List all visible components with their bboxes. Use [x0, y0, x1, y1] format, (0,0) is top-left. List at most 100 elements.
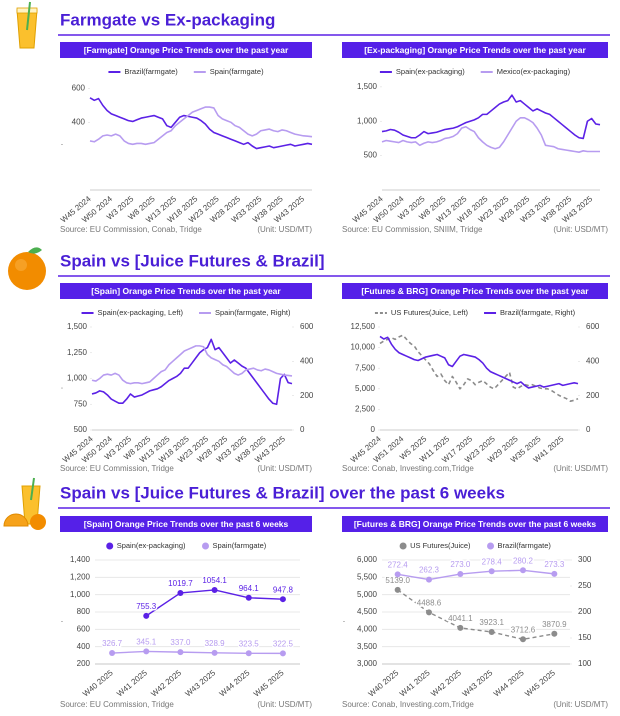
data-label: 328.9 — [205, 639, 226, 648]
x-tick-label: W42 2025 — [149, 668, 183, 699]
panel-title: [Ex-packaging] Orange Price Trends over … — [364, 45, 586, 55]
data-label: 323.5 — [239, 639, 260, 648]
y-axis-title: . — [343, 615, 345, 624]
data-label: 3712.6 — [511, 625, 536, 634]
y-tick-label: 200 — [77, 659, 91, 668]
series-line — [91, 345, 293, 385]
unit-note: (Unit: USD/MT) — [553, 225, 608, 234]
y2-tick-label: 200 — [578, 607, 592, 616]
data-label: 4488.6 — [417, 599, 442, 608]
x-tick-label: W40 2025 — [81, 668, 115, 699]
y-tick-label: 1,000 — [357, 116, 378, 125]
y-tick-label: 600 — [72, 84, 86, 93]
y-tick-label: 800 — [77, 607, 91, 616]
y-tick-label: 1,250 — [67, 348, 88, 357]
y-tick-label: 10,000 — [351, 343, 376, 352]
point — [143, 648, 150, 655]
point — [457, 571, 464, 578]
x-tick-label: W43 2025 — [184, 668, 218, 699]
y2-tick-label: 200 — [300, 391, 314, 400]
y2-tick-label: 400 — [300, 356, 314, 365]
point — [279, 596, 286, 603]
series-line — [397, 589, 555, 640]
panel-title: [Spain] Orange Price Trends over the pas… — [84, 519, 289, 529]
panel-banner — [60, 516, 312, 532]
data-label: 3923.1 — [479, 618, 504, 627]
y-axis-title: . — [61, 615, 63, 624]
data-label: 3870.9 — [542, 620, 567, 629]
section-title: Spain vs [Juice Futures & Brazil] — [60, 251, 325, 270]
legend-label: Spain(ex-packaging) — [396, 67, 465, 76]
y2-tick-label: 150 — [578, 633, 592, 642]
panel-title: [Futures & BRG] Orange Price Trends over… — [361, 286, 589, 296]
x-tick-label: W40 2025 — [367, 668, 401, 699]
point — [551, 630, 558, 637]
panel-title: [Futures & BRG] Orange Price Trends over… — [354, 519, 597, 529]
data-label: 326.7 — [102, 639, 123, 648]
y-tick-label: 400 — [77, 642, 91, 651]
y2-tick-label: 250 — [578, 581, 592, 590]
point — [394, 586, 401, 593]
y-tick-label: 5,000 — [355, 384, 376, 393]
y-tick-label: 3,500 — [357, 642, 378, 651]
y-axis-title: . — [61, 382, 63, 391]
data-label: 337.0 — [170, 638, 191, 647]
source-note: Source: EU Commission, Tridge — [60, 464, 174, 473]
source-note: Source: Conab, Investing.com,Tridge — [342, 700, 474, 709]
x-tick-label: W42 2025 — [429, 668, 463, 699]
y2-tick-label: 0 — [586, 425, 591, 434]
x-tick-label: W45 2025 — [252, 668, 286, 699]
y-tick-label: 1,400 — [70, 555, 91, 564]
source-note: Source: EU Commission, SNIIM, Tridge — [342, 225, 483, 234]
data-label: 272.4 — [388, 560, 409, 569]
legend-label: Brazil(farmgate) — [498, 541, 552, 550]
source-note: Source: Conab, Investing.com,Tridge — [342, 464, 474, 473]
juice-orange-icon — [3, 477, 46, 530]
data-label: 947.8 — [273, 585, 294, 594]
x-tick-label: W44 2025 — [492, 668, 526, 699]
legend-label: US Futures(Juice) — [410, 541, 471, 550]
unit-note: (Unit: USD/MT) — [553, 700, 608, 709]
legend-label: Brazil(farmgate) — [124, 67, 178, 76]
data-label: 5139.0 — [385, 576, 410, 585]
section-title: Farmgate vs Ex-packaging — [60, 10, 275, 29]
y-tick-label: 500 — [364, 151, 378, 160]
source-note: Source: EU Commission, Conab, Tridge — [60, 225, 202, 234]
y-axis-title: . — [61, 138, 63, 147]
legend-label: Mexico(ex-packaging) — [497, 67, 571, 76]
y-tick-label: 0 — [371, 425, 376, 434]
x-tick-label: W45 2025 — [523, 668, 557, 699]
point — [177, 589, 184, 596]
legend-label: Spain(farmgate) — [213, 541, 267, 550]
legend-label: US Futures(Juice, Left) — [391, 308, 469, 317]
data-label: 1019.7 — [168, 579, 193, 588]
x-tick-label: W44 2025 — [218, 668, 252, 699]
point — [457, 624, 464, 631]
y2-tick-label: 0 — [300, 425, 305, 434]
data-label: 273.3 — [544, 560, 565, 569]
y-tick-label: 1,500 — [357, 82, 378, 91]
point — [520, 567, 526, 574]
legend: Brazil(farmgate) Spain(farmgate) — [108, 67, 264, 76]
y-tick-label: 4,000 — [357, 624, 378, 633]
panel-banner — [342, 516, 608, 532]
y2-tick-label: 400 — [586, 356, 600, 365]
point — [211, 649, 218, 656]
y-tick-label: 5,000 — [357, 590, 378, 599]
point — [551, 570, 558, 577]
series-line — [379, 334, 579, 402]
legend-label: Brazil(farmgate, Right) — [500, 308, 576, 317]
x-tick-label: W43 2025 — [461, 668, 495, 699]
panel-banner — [342, 283, 608, 299]
legend-swatch — [399, 542, 407, 550]
unit-note: (Unit: USD/MT) — [257, 700, 312, 709]
series-line — [381, 94, 601, 140]
panel-title: [Spain] Orange Price Trends over the pas… — [91, 286, 281, 296]
legend: Spain(ex-packaging) Spain(farmgate) — [106, 541, 267, 550]
orange-icon — [8, 247, 46, 290]
y-tick-label: 5,500 — [357, 572, 378, 581]
legend-label: Spain(farmgate) — [210, 67, 264, 76]
data-label: 964.1 — [239, 584, 260, 593]
series-line — [379, 335, 579, 389]
